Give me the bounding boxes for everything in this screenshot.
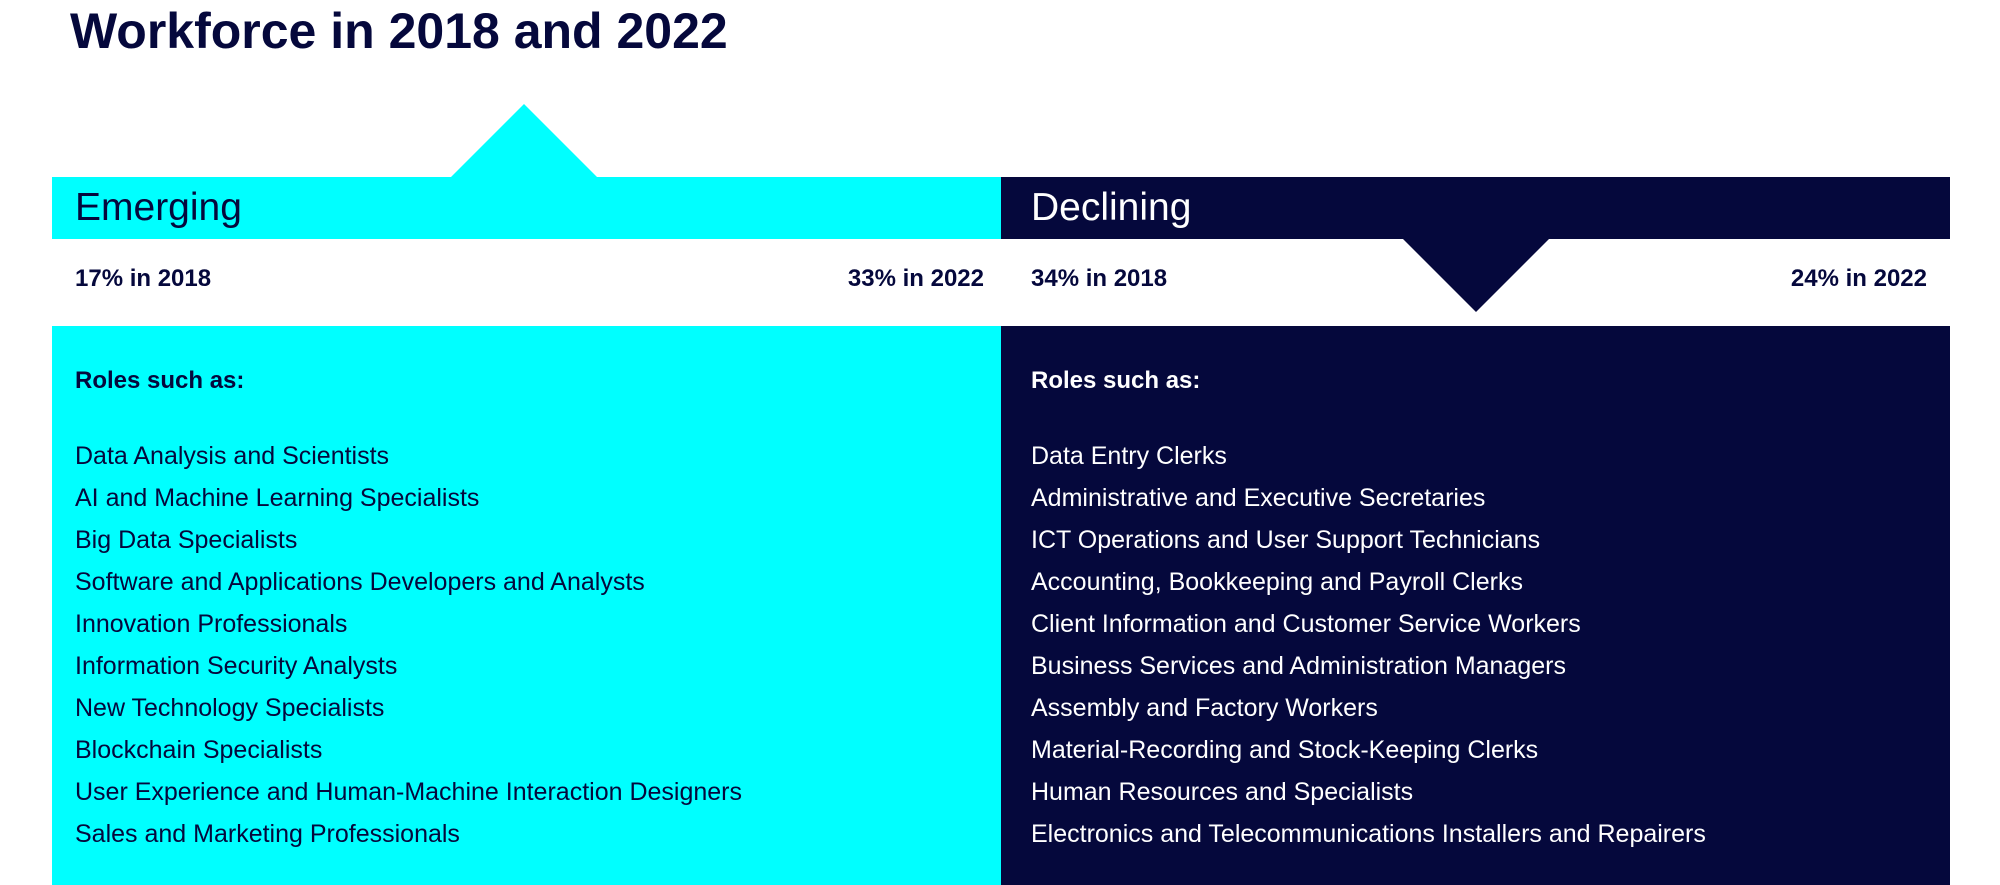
emerging-roles-list: Data Analysis and Scientists AI and Mach… bbox=[75, 435, 742, 855]
emerging-panel: Emerging 17% in 2018 33% in 2022 Roles s… bbox=[52, 177, 1001, 885]
declining-header: Declining bbox=[1001, 177, 1950, 239]
list-item: User Experience and Human-Machine Intera… bbox=[75, 778, 742, 806]
list-item: Client Information and Customer Service … bbox=[1031, 610, 1581, 638]
list-item: AI and Machine Learning Specialists bbox=[75, 484, 480, 512]
list-item: Data Entry Clerks bbox=[1031, 442, 1227, 470]
emerging-roles-box: Roles such as: Data Analysis and Scienti… bbox=[52, 326, 1001, 885]
emerging-stats: 17% in 2018 33% in 2022 bbox=[52, 239, 1001, 326]
list-item: Data Analysis and Scientists bbox=[75, 442, 390, 470]
declining-roles-heading: Roles such as: bbox=[1031, 367, 1201, 394]
list-item: Big Data Specialists bbox=[75, 526, 298, 554]
declining-roles-box: Roles such as: Data Entry Clerks Adminis… bbox=[1001, 326, 1950, 885]
down-arrow-icon bbox=[1402, 238, 1550, 312]
up-arrow-icon bbox=[450, 104, 598, 178]
emerging-header: Emerging bbox=[52, 177, 1001, 239]
emerging-label: Emerging bbox=[75, 186, 242, 229]
list-item: Electronics and Telecommunications Insta… bbox=[1031, 820, 1706, 848]
list-item: Business Services and Administration Man… bbox=[1031, 652, 1566, 680]
emerging-roles-heading: Roles such as: bbox=[75, 367, 245, 394]
list-item: New Technology Specialists bbox=[75, 694, 385, 722]
list-item: Blockchain Specialists bbox=[75, 736, 323, 764]
list-item: Software and Applications Developers and… bbox=[75, 568, 645, 596]
declining-stat-2022: 24% in 2022 bbox=[1790, 265, 1927, 292]
list-item: Information Security Analysts bbox=[75, 652, 398, 680]
list-item: Administrative and Executive Secretaries bbox=[1031, 484, 1486, 512]
declining-label: Declining bbox=[1031, 186, 1192, 229]
page-title: Workforce in 2018 and 2022 bbox=[70, 3, 728, 59]
list-item: ICT Operations and User Support Technici… bbox=[1031, 526, 1541, 554]
list-item: Sales and Marketing Professionals bbox=[75, 820, 460, 848]
list-item: Human Resources and Specialists bbox=[1031, 778, 1414, 806]
declining-roles-list: Data Entry Clerks Administrative and Exe… bbox=[1031, 435, 1706, 855]
list-item: Innovation Professionals bbox=[75, 610, 348, 638]
list-item: Material-Recording and Stock-Keeping Cle… bbox=[1031, 736, 1539, 764]
emerging-stat-2022: 33% in 2022 bbox=[847, 265, 984, 292]
emerging-stat-2018: 17% in 2018 bbox=[75, 265, 212, 292]
declining-panel: Declining 34% in 2018 24% in 2022 Roles … bbox=[1001, 177, 1950, 885]
declining-stat-2018: 34% in 2018 bbox=[1031, 265, 1168, 292]
list-item: Accounting, Bookkeeping and Payroll Cler… bbox=[1031, 568, 1523, 596]
list-item: Assembly and Factory Workers bbox=[1031, 694, 1378, 722]
